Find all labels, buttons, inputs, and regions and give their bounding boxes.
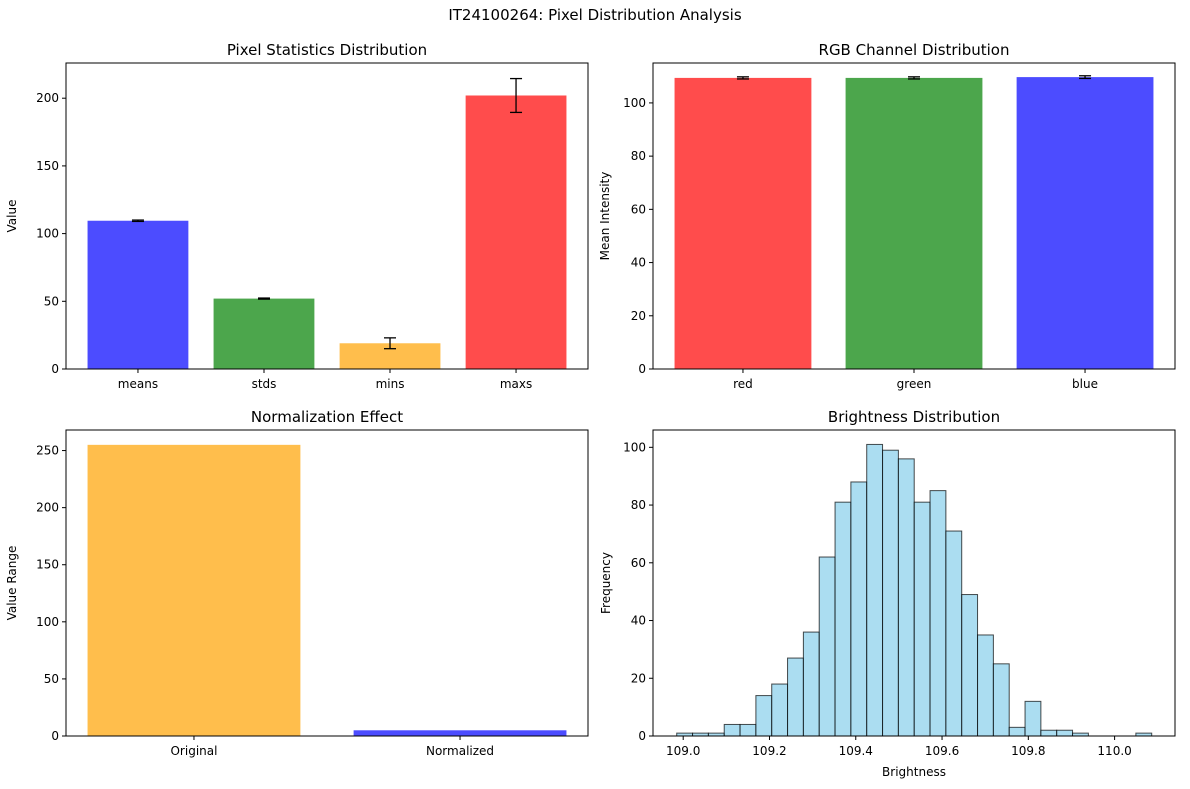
y-axis-label: Value Range: [5, 546, 19, 621]
y-tick-label: 100: [36, 227, 59, 241]
histogram-bin: [834, 501, 852, 737]
y-tick-label: 50: [44, 672, 59, 686]
x-tick-label: 109.4: [839, 744, 873, 758]
bar-green: [845, 77, 983, 369]
y-tick-label: 0: [51, 729, 59, 743]
x-tick-label: 109.0: [666, 744, 700, 758]
y-axis-label: Mean Intensity: [598, 172, 612, 261]
y-tick-label: 0: [638, 362, 646, 376]
y-tick-label: 250: [36, 444, 59, 458]
histogram-bin: [882, 449, 899, 737]
y-tick-label: 60: [631, 202, 646, 216]
y-tick-label: 80: [631, 498, 646, 512]
y-tick-label: 20: [631, 671, 646, 685]
histogram-bin: [929, 490, 947, 737]
error-bar-stds: [257, 297, 270, 300]
histogram-bin: [1056, 729, 1074, 737]
y-tick-label: 0: [638, 729, 646, 743]
histogram-bin: [739, 723, 757, 737]
x-tick-label: blue: [1072, 377, 1098, 391]
x-tick-label: 109.8: [1011, 744, 1045, 758]
subplot-1: Pixel Statistics Distribution 0 50 100 150 20…: [5, 41, 589, 391]
histogram-bin: [913, 501, 931, 737]
histogram-bin: [818, 556, 836, 737]
histogram-bin: [787, 657, 804, 737]
histogram-bin: [755, 695, 773, 737]
subplot-title: RGB Channel Distribution: [819, 41, 1010, 59]
x-tick-label: mins: [376, 377, 405, 391]
error-bar-means: [131, 219, 144, 223]
bar-means: [87, 220, 189, 369]
y-tick-label: 200: [36, 501, 59, 515]
y-tick-label: 100: [623, 440, 646, 454]
bar-blue: [1016, 77, 1154, 370]
y-tick-label: 50: [44, 294, 59, 308]
subplot-3: Normalization Effect 0 50 100 150 200 250 Value…: [5, 408, 589, 758]
error-bar-green: [908, 76, 920, 80]
histogram-bin: [866, 443, 884, 737]
x-tick-label: green: [897, 377, 932, 391]
x-tick-label: Original: [170, 744, 217, 758]
y-tick-label: 100: [36, 615, 59, 629]
bar-red: [674, 77, 812, 369]
subplot-4: Brightness Distribution 0 20 40 60 80 100 Frequ…: [599, 408, 1176, 779]
x-tick-label: 109.6: [925, 744, 959, 758]
subplot-2: RGB Channel Distribution 0 20 40 60 80 100 Mean…: [598, 41, 1176, 391]
subplot-title: Normalization Effect: [251, 408, 403, 426]
y-tick-label: 40: [631, 256, 646, 270]
error-bar-maxs: [510, 77, 523, 114]
x-tick-label: means: [118, 377, 158, 391]
histogram-bin: [1040, 729, 1058, 737]
error-bar-red: [736, 76, 749, 80]
bar-Normalized: [353, 730, 567, 736]
histogram-bin: [961, 594, 979, 737]
x-tick-label: 110.0: [1097, 744, 1131, 758]
x-axis-label: Brightness: [882, 765, 946, 779]
x-tick-label: red: [733, 377, 753, 391]
histogram-bin: [977, 634, 994, 737]
histogram-bin: [723, 723, 741, 737]
bar-stds: [213, 298, 315, 369]
subplot-title: Brightness Distribution: [828, 408, 1000, 426]
y-axis-label: Value: [5, 200, 19, 233]
histogram-bin: [992, 663, 1010, 737]
subplot-title: Pixel Statistics Distribution: [227, 41, 427, 59]
figure-suptitle: IT24100264: Pixel Distribution Analysis: [448, 6, 742, 24]
y-tick-label: 80: [631, 149, 646, 163]
histogram-bin: [945, 530, 963, 737]
histogram-bin: [1024, 700, 1042, 737]
y-axis-label: Frequency: [599, 552, 613, 614]
bar-maxs: [465, 95, 567, 369]
x-tick-label: Normalized: [426, 744, 494, 758]
x-tick-label: 109.2: [752, 744, 786, 758]
histogram-bin: [1008, 726, 1026, 737]
x-tick-label: maxs: [500, 377, 532, 391]
error-bar-mins: [384, 337, 397, 350]
histogram-bin: [802, 631, 820, 737]
y-tick-label: 60: [631, 556, 646, 570]
x-tick-label: stds: [252, 377, 277, 391]
y-tick-label: 150: [36, 159, 59, 173]
histogram-bin: [850, 481, 868, 737]
y-tick-label: 100: [623, 96, 646, 110]
error-bar-blue: [1079, 75, 1092, 80]
axes-frame: [65, 429, 589, 737]
bar-Original: [87, 444, 301, 736]
y-tick-label: 200: [36, 91, 59, 105]
y-tick-label: 150: [36, 558, 59, 572]
y-tick-label: 40: [631, 614, 646, 628]
axes-frame: [65, 62, 589, 370]
y-tick-label: 0: [51, 362, 59, 376]
axes-frame: [652, 429, 1176, 737]
y-tick-label: 20: [631, 309, 646, 323]
histogram-bin: [897, 458, 915, 737]
histogram-bin: [771, 683, 789, 737]
axes-frame: [652, 62, 1176, 370]
